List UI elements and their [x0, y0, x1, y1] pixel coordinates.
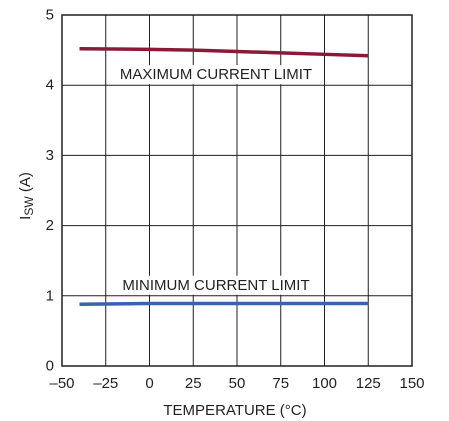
series-line-1 — [79, 46, 369, 58]
x-tick-label: 125 — [356, 375, 381, 392]
y-tick-label: 3 — [46, 147, 54, 164]
x-axis-label: TEMPERATURE (°C) — [163, 402, 306, 419]
x-tick-label: 25 — [185, 375, 202, 392]
annotation-background — [113, 65, 319, 85]
y-tick-label: 2 — [46, 217, 54, 234]
x-tick-label: –25 — [93, 375, 118, 392]
x-tick-label: 75 — [272, 375, 289, 392]
y-axis-label-unit: (A) — [17, 172, 34, 196]
annotation-layer: MAXIMUM CURRENT LIMIT MINIMUM CURRENT LIM… — [113, 65, 319, 295]
series-line-2 — [79, 301, 369, 306]
x-tick-label: 0 — [145, 375, 153, 392]
y-axis-label-sub: SW — [22, 196, 36, 216]
annotation-2: MINIMUM CURRENT LIMIT — [122, 277, 309, 294]
y-tick-labels: 0 1 2 3 4 5 — [46, 7, 54, 375]
x-tick-label: –50 — [49, 375, 74, 392]
plot-frame — [61, 14, 413, 367]
annotation-1: MAXIMUM CURRENT LIMIT — [120, 66, 312, 83]
y-tick-label: 4 — [46, 77, 54, 94]
x-tick-label: 50 — [229, 375, 246, 392]
y-axis-label: ISW (A) — [17, 172, 36, 220]
y-axis-label-main: I — [17, 216, 34, 220]
annotation-background — [116, 275, 316, 295]
x-tick-label: 150 — [399, 375, 424, 392]
x-tick-labels: –50 –25 0 25 50 75 100 125 150 — [49, 375, 424, 392]
y-tick-label: 0 — [46, 358, 54, 375]
plot-border — [61, 14, 413, 367]
y-tick-label: 1 — [46, 287, 54, 304]
x-tick-label: 100 — [312, 375, 337, 392]
y-tick-label: 5 — [46, 7, 54, 24]
series-layer — [79, 46, 369, 306]
